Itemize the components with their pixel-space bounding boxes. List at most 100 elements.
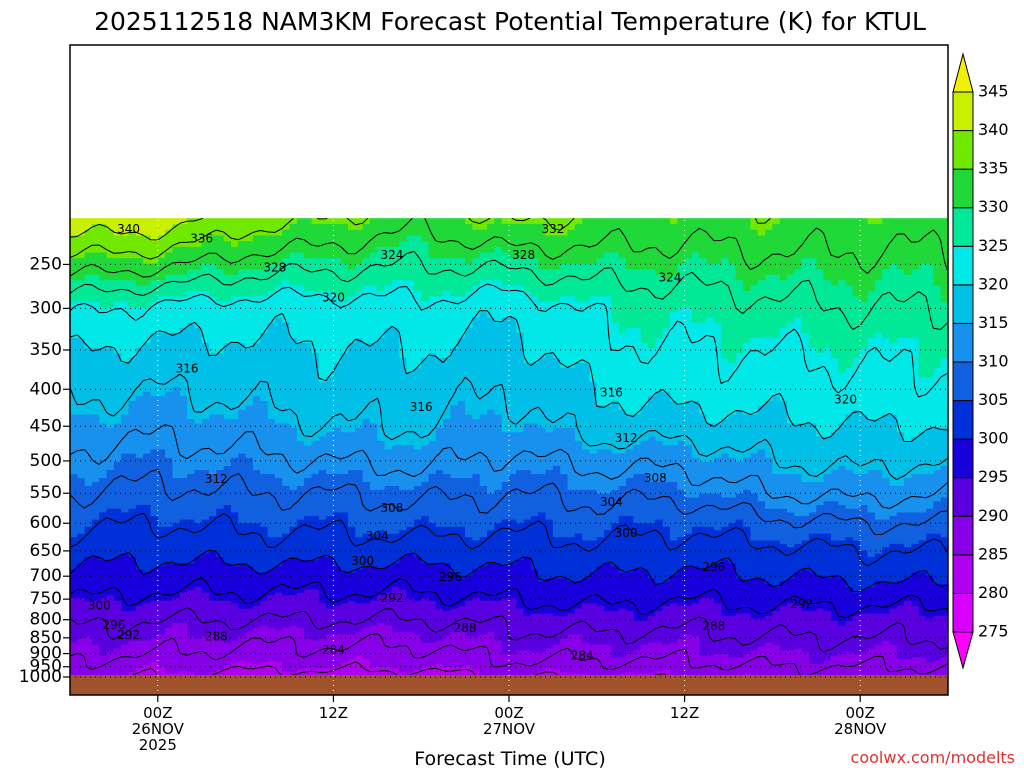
field-cell xyxy=(150,530,159,535)
field-cell xyxy=(289,280,298,287)
field-cell xyxy=(267,516,276,521)
field-cell xyxy=(121,642,130,646)
field-cell xyxy=(106,608,115,612)
field-cell xyxy=(113,405,122,411)
field-cell xyxy=(165,620,174,624)
field-cell xyxy=(311,405,320,411)
field-cell xyxy=(201,432,210,438)
field-cell xyxy=(165,343,174,349)
field-cell xyxy=(223,563,232,567)
field-cell xyxy=(230,489,239,495)
field-cell xyxy=(77,332,86,339)
field-cell xyxy=(304,229,313,237)
field-cell xyxy=(209,587,217,591)
field-cell xyxy=(267,291,276,298)
field-cell xyxy=(135,353,144,359)
field-cell xyxy=(128,563,137,567)
field-cell xyxy=(194,556,203,561)
field-cell xyxy=(143,560,152,564)
field-cell xyxy=(179,636,188,640)
field-cell xyxy=(267,353,276,359)
field-cell xyxy=(333,526,342,531)
field-cell xyxy=(143,662,152,665)
field-cell xyxy=(230,372,239,379)
field-cell xyxy=(289,322,298,329)
field-cell xyxy=(143,537,152,542)
field-cell xyxy=(113,569,122,574)
field-cell xyxy=(260,327,269,334)
field-cell xyxy=(216,478,225,483)
field-cell xyxy=(121,662,130,665)
field-cell xyxy=(84,652,93,655)
field-cell xyxy=(260,218,269,225)
field-cell xyxy=(340,445,349,451)
field-cell xyxy=(150,410,159,416)
field-cell xyxy=(311,235,320,242)
field-cell xyxy=(113,449,122,455)
field-cell xyxy=(77,372,86,379)
field-cell xyxy=(91,252,100,259)
field-cell xyxy=(245,512,254,517)
field-cell xyxy=(333,252,342,259)
field-cell xyxy=(326,218,334,225)
field-cell xyxy=(238,218,247,225)
field-cell xyxy=(172,603,181,607)
field-cell xyxy=(143,362,152,369)
field-cell xyxy=(150,474,159,479)
field-cell xyxy=(223,410,232,416)
field-cell xyxy=(143,512,152,517)
field-cell xyxy=(187,625,195,629)
field-cell xyxy=(70,410,78,416)
field-cell xyxy=(91,327,100,334)
field-cell xyxy=(135,592,144,597)
field-cell xyxy=(70,470,78,475)
field-cell xyxy=(194,663,203,667)
field-cell xyxy=(121,671,130,673)
field-cell xyxy=(223,432,232,438)
field-cell xyxy=(260,497,269,502)
field-cell xyxy=(150,650,159,653)
field-cell xyxy=(84,482,93,487)
field-cell xyxy=(296,608,305,612)
field-cell xyxy=(289,396,298,402)
field-cell xyxy=(201,382,210,388)
field-cell xyxy=(282,440,291,446)
field-cell xyxy=(91,301,100,308)
field-cell xyxy=(121,589,130,594)
field-cell xyxy=(77,362,86,369)
field-cell xyxy=(282,414,291,420)
field-cell xyxy=(194,537,203,542)
field-cell xyxy=(223,505,232,510)
field-cell xyxy=(289,436,298,442)
field-cell xyxy=(165,512,174,517)
field-cell xyxy=(318,512,327,517)
field-cell xyxy=(84,419,93,425)
field-cell xyxy=(121,650,130,653)
field-cell xyxy=(99,322,108,329)
field-cell xyxy=(135,634,144,638)
field-cell xyxy=(260,640,269,644)
field-cell xyxy=(245,258,254,265)
field-cell xyxy=(252,519,261,524)
field-cell xyxy=(84,235,93,242)
field-cell xyxy=(121,338,130,344)
field-cell xyxy=(165,547,174,552)
field-cell xyxy=(150,672,159,675)
field-cell xyxy=(238,246,247,254)
field-cell xyxy=(304,516,313,521)
field-cell xyxy=(157,618,166,622)
field-cell xyxy=(113,595,122,599)
field-cell xyxy=(340,501,349,506)
field-cell xyxy=(216,608,225,612)
field-cell xyxy=(150,263,159,270)
field-cell xyxy=(179,608,188,612)
field-cell xyxy=(194,497,203,502)
field-cell xyxy=(70,235,78,242)
field-cell xyxy=(267,638,276,642)
field-cell xyxy=(121,466,130,471)
field-cell xyxy=(121,449,130,455)
field-cell xyxy=(340,377,349,383)
field-cell xyxy=(150,572,159,577)
field-cell xyxy=(143,606,152,610)
